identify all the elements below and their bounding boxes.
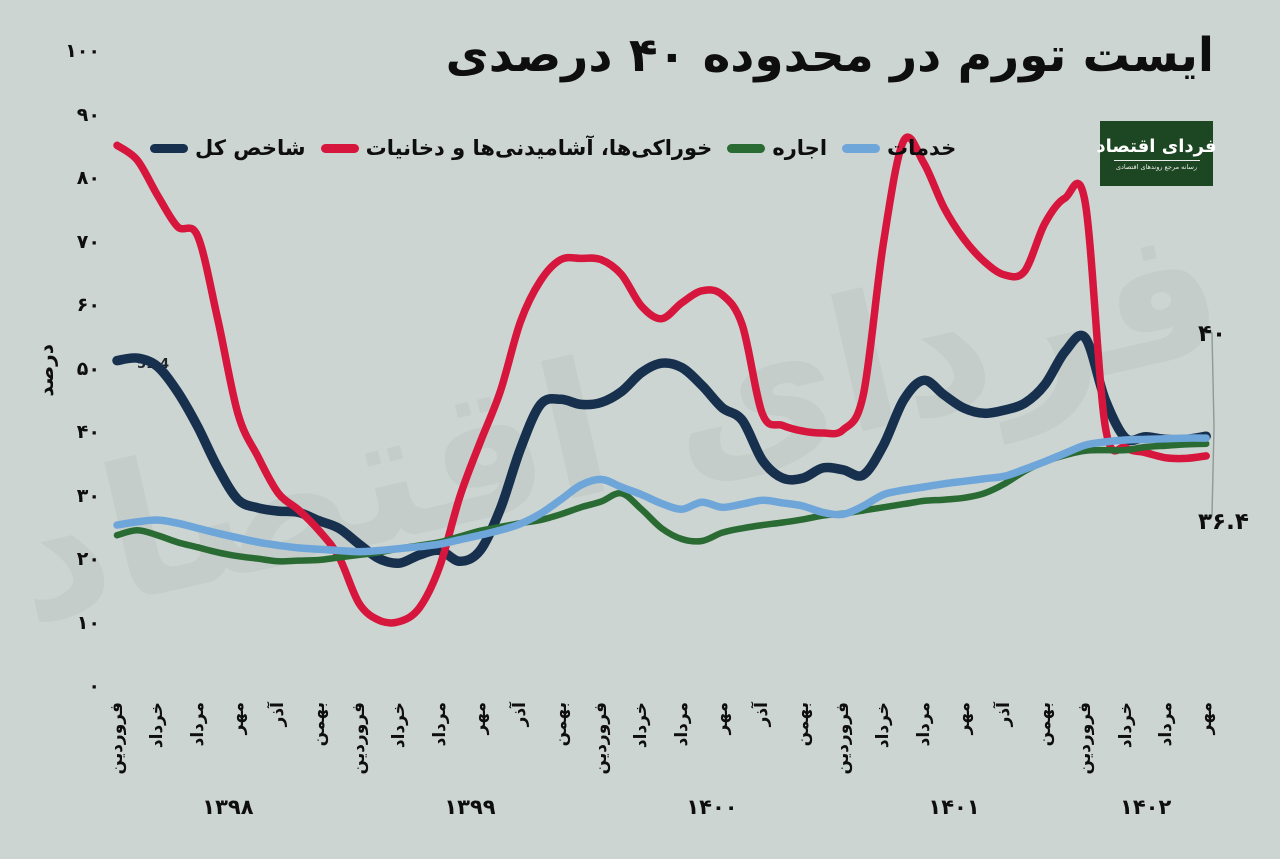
- x-tick-label: خرداد: [389, 702, 410, 749]
- x-axis-year-label: ۱۳۹۸: [202, 795, 254, 819]
- range-bracket: [1203, 332, 1215, 517]
- x-tick-label: فروردین: [349, 702, 370, 775]
- x-tick-label: فروردین: [591, 702, 612, 775]
- legend-color-dash-icon: [150, 143, 188, 153]
- x-tick-label: آذر: [994, 702, 1015, 727]
- x-axis-year-label: ۱۴۰۰: [686, 795, 738, 819]
- y-tick-label: ۶۰: [76, 294, 100, 316]
- x-tick-label: خرداد: [631, 702, 652, 749]
- x-tick-label: بهمن: [550, 702, 571, 747]
- x-tick-label: بهمن: [308, 702, 329, 747]
- x-tick-label: بهمن: [1034, 702, 1055, 747]
- y-tick-label: ۱۰: [76, 611, 100, 634]
- y-tick-label: ۵۰: [76, 357, 100, 380]
- legend-item-label: خدمات: [887, 136, 957, 160]
- series-line[interactable]: [113, 133, 1210, 627]
- x-tick-label: مرداد: [1155, 702, 1176, 747]
- legend-item-label: خوراکی‌ها، آشامیدنی‌ها و دخانیات: [365, 136, 713, 160]
- x-tick-label: بهمن: [792, 702, 813, 747]
- x-tick-label: فروردین: [1075, 702, 1096, 775]
- brand-logo-divider: [1113, 160, 1200, 161]
- x-tick-label: خرداد: [1115, 702, 1136, 749]
- brand-logo-name: فردای اقتصاد: [1096, 136, 1217, 157]
- lower-range-annotation: ۳۶.۴: [1198, 509, 1249, 535]
- y-tick-label: ۴۰: [76, 421, 100, 443]
- legend: شاخص کل خوراکی‌ها، آشامیدنی‌ها و دخانیات…: [150, 136, 956, 160]
- series-lines: [112, 133, 1211, 627]
- x-tick-label: فروردین: [833, 702, 854, 775]
- watermark-logo-text: فردای اقتصاد: [0, 178, 1242, 668]
- x-tick-label: مهر: [1196, 702, 1217, 735]
- x-tick-label: مهر: [470, 702, 491, 735]
- x-axis-year-label: ۱۴۰۲: [1120, 795, 1172, 819]
- x-tick-label: آذر: [510, 702, 531, 727]
- x-tick-label: خرداد: [147, 702, 168, 749]
- x-tick-label: مرداد: [429, 702, 450, 747]
- legend-item-label: اجاره: [772, 136, 828, 160]
- legend-color-dash-icon: [320, 143, 359, 153]
- x-tick-label: خرداد: [873, 702, 894, 749]
- y-axis-title: درصد: [34, 344, 58, 397]
- x-tick-label: مرداد: [913, 702, 934, 747]
- y-tick-label: ۷۰: [76, 230, 100, 253]
- legend-item[interactable]: اجاره: [727, 136, 827, 160]
- x-tick-label: مهر: [228, 702, 249, 735]
- x-tick-label: آذر: [752, 702, 773, 727]
- x-tick-label: آذر: [268, 702, 289, 727]
- brand-logo: فردای اقتصاد رسانه مرجع روندهای اقتصادی: [1096, 121, 1217, 186]
- brand-logo-tagline: رسانه مرجع روندهای اقتصادی: [1115, 163, 1198, 171]
- x-tick-label: مرداد: [671, 702, 692, 747]
- y-tick-label: ۳۰: [76, 484, 100, 507]
- y-tick-label: ۰: [88, 675, 100, 697]
- legend-item[interactable]: خدمات: [842, 136, 956, 160]
- y-tick-label: ۱۰۰: [65, 40, 100, 62]
- x-axis-year-label: ۱۴۰۱: [928, 795, 980, 819]
- legend-item[interactable]: شاخص کل: [150, 136, 306, 160]
- y-tick-label: ۲۰: [76, 548, 100, 570]
- y-tick-label: ۸۰: [76, 167, 100, 189]
- series-line[interactable]: [113, 434, 1210, 556]
- legend-item-label: شاخص کل: [195, 136, 306, 160]
- x-axis-year-label: ۱۳۹۹: [444, 795, 496, 819]
- x-tick-label: فروردین: [107, 702, 127, 775]
- legend-item[interactable]: خوراکی‌ها، آشامیدنی‌ها و دخانیات: [320, 136, 713, 160]
- y-tick-label: ۹۰: [76, 103, 100, 126]
- chart-title: ایست تورم در محدوده ۴۰ درصدی: [445, 28, 1215, 83]
- x-tick-label: مهر: [712, 702, 733, 735]
- legend-color-dash-icon: [727, 143, 766, 153]
- x-tick-label: مهر: [954, 702, 975, 735]
- x-tick-label: مرداد: [187, 702, 208, 747]
- legend-color-dash-icon: [842, 143, 881, 153]
- upper-range-annotation: ۴۰: [1198, 321, 1226, 347]
